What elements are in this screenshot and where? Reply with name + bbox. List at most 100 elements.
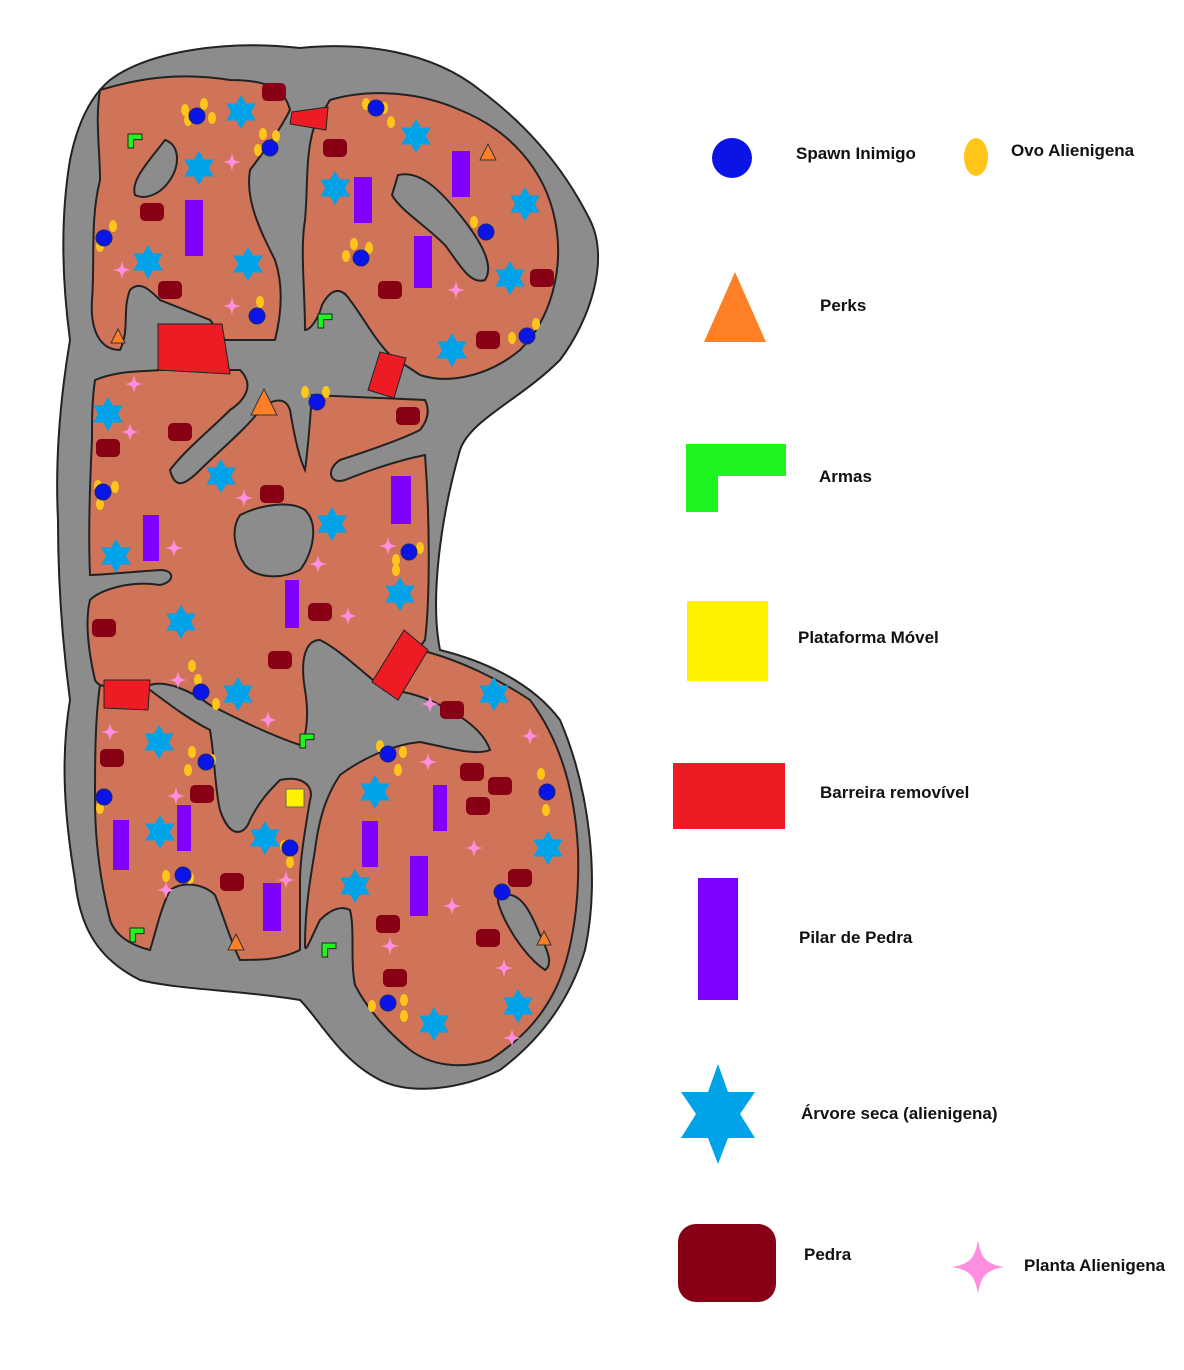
legend-label-perks: Perks xyxy=(820,296,867,315)
plant xyxy=(165,539,183,557)
plant xyxy=(309,555,327,573)
egg xyxy=(259,128,267,140)
plant xyxy=(167,787,185,805)
tree xyxy=(226,95,256,129)
egg xyxy=(365,242,373,254)
egg xyxy=(532,318,540,330)
legend-label-barrier: Barreira removível xyxy=(820,783,970,802)
tree xyxy=(320,171,350,205)
tree xyxy=(317,507,347,541)
egg xyxy=(392,564,400,576)
egg xyxy=(342,250,350,262)
weapon xyxy=(317,313,333,329)
pillar xyxy=(452,151,470,197)
tree xyxy=(206,459,236,493)
spawn xyxy=(518,327,536,345)
rock xyxy=(158,281,182,299)
weapon xyxy=(321,942,337,958)
egg xyxy=(188,660,196,672)
tree xyxy=(401,119,431,153)
plant xyxy=(379,537,397,555)
egg xyxy=(181,104,189,116)
egg xyxy=(416,542,424,554)
egg xyxy=(322,386,330,398)
egg xyxy=(188,746,196,758)
cave-rock-island xyxy=(133,138,178,198)
rock xyxy=(460,763,484,781)
tree xyxy=(184,151,214,185)
spawn xyxy=(352,249,370,267)
rock xyxy=(308,603,332,621)
pillar xyxy=(263,883,281,931)
pillar xyxy=(143,515,159,561)
plant xyxy=(101,723,119,741)
plant xyxy=(421,695,439,713)
plant xyxy=(339,607,357,625)
plant xyxy=(521,727,539,745)
trees-layer xyxy=(93,95,563,1041)
spawn xyxy=(367,99,385,117)
rock xyxy=(530,269,554,287)
spawn xyxy=(477,223,495,241)
egg xyxy=(399,746,407,758)
egg xyxy=(256,296,264,308)
tree xyxy=(223,677,253,711)
spawn xyxy=(95,788,113,806)
egg xyxy=(387,116,395,128)
pillar xyxy=(433,785,447,831)
egg xyxy=(254,144,262,156)
legend-label-weapons: Armas xyxy=(819,467,872,486)
perk xyxy=(536,929,552,946)
egg xyxy=(194,674,202,686)
legend-label-rock: Pedra xyxy=(804,1245,852,1264)
egg xyxy=(394,764,402,776)
egg-icon xyxy=(964,138,988,176)
rock xyxy=(466,797,490,815)
plant xyxy=(169,671,187,689)
plant xyxy=(125,375,143,393)
egg xyxy=(212,698,220,710)
weapon-icon xyxy=(686,444,786,512)
tree xyxy=(145,815,175,849)
rock xyxy=(260,485,284,503)
tree xyxy=(340,869,370,903)
tree xyxy=(479,677,509,711)
egg xyxy=(301,386,309,398)
tree xyxy=(101,539,131,573)
egg xyxy=(208,112,216,124)
tree xyxy=(503,989,533,1023)
egg xyxy=(200,98,208,110)
legend-label-egg: Ovo Alienigena xyxy=(1011,141,1135,160)
weapon xyxy=(127,133,143,149)
spawn xyxy=(379,745,397,763)
rock xyxy=(440,701,464,719)
plant xyxy=(277,871,295,889)
rock xyxy=(168,423,192,441)
tree-icon xyxy=(681,1064,755,1164)
spawn xyxy=(379,994,397,1012)
spawn xyxy=(94,483,112,501)
tree xyxy=(250,821,280,855)
ground-bottom-right xyxy=(303,648,580,1067)
barrier xyxy=(371,629,429,701)
rock xyxy=(396,407,420,425)
ground-bottom-left xyxy=(93,683,312,962)
barrier xyxy=(157,323,231,375)
tree xyxy=(495,261,525,295)
egg xyxy=(400,1010,408,1022)
rock xyxy=(268,651,292,669)
rock xyxy=(508,869,532,887)
plant xyxy=(443,897,461,915)
pillar xyxy=(354,177,372,223)
barriers-layer xyxy=(103,106,429,711)
weapon xyxy=(129,927,145,943)
egg xyxy=(272,130,280,142)
plant-icon xyxy=(952,1240,1004,1294)
plant xyxy=(447,281,465,299)
plant xyxy=(223,297,241,315)
egg xyxy=(470,216,478,228)
spawn xyxy=(95,229,113,247)
spawn xyxy=(174,866,192,884)
egg xyxy=(400,994,408,1006)
rock-icon xyxy=(678,1224,776,1302)
